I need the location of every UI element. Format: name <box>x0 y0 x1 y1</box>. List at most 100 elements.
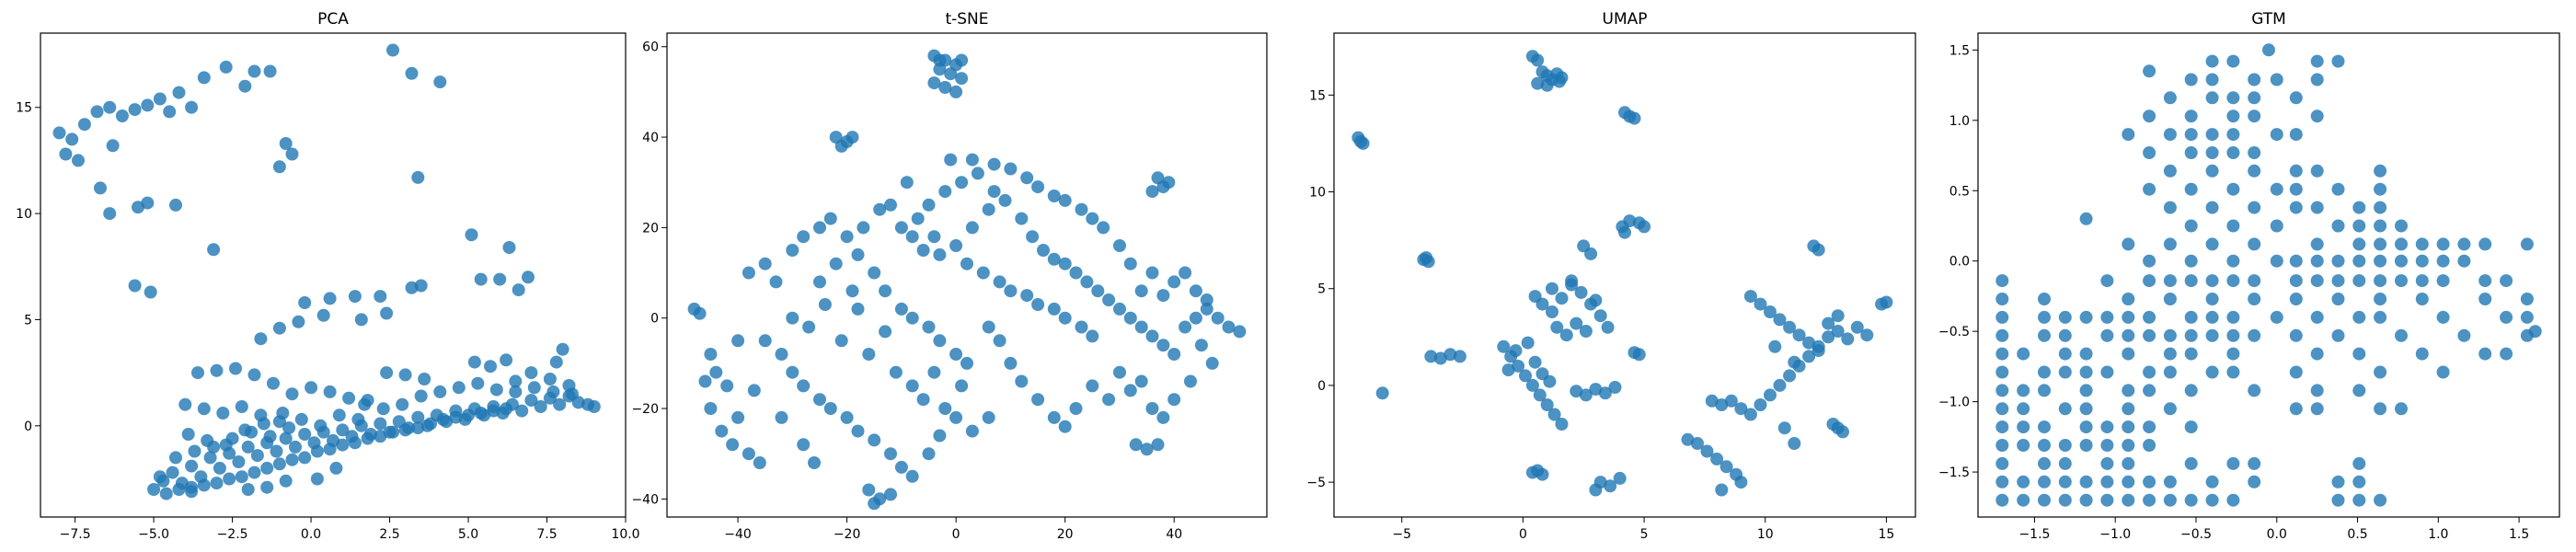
data-point <box>1535 467 1549 481</box>
data-point <box>2270 128 2283 142</box>
scatter-points <box>1351 50 1893 497</box>
data-point <box>2122 456 2135 470</box>
data-point <box>868 497 881 511</box>
data-point <box>2310 109 2324 123</box>
data-point <box>813 275 826 289</box>
data-point <box>949 348 963 361</box>
data-point <box>2436 254 2450 268</box>
data-point <box>452 381 466 395</box>
data-point <box>1047 302 1061 316</box>
data-point <box>2058 347 2072 361</box>
data-point <box>873 202 887 216</box>
data-point <box>147 483 161 496</box>
data-point <box>884 198 897 212</box>
data-point <box>272 160 286 174</box>
data-point <box>2163 328 2177 342</box>
data-point <box>2352 456 2366 470</box>
data-point <box>862 348 876 361</box>
data-point <box>185 485 199 499</box>
data-point <box>1102 393 1116 407</box>
data-point <box>1632 348 1646 362</box>
data-point <box>2374 493 2387 507</box>
y-tick-label: 10 <box>1309 186 1326 201</box>
data-point <box>2205 328 2219 342</box>
data-point <box>2374 402 2387 416</box>
data-point <box>1715 398 1729 411</box>
data-point <box>2331 475 2345 489</box>
data-point <box>250 449 264 463</box>
data-point <box>188 444 201 458</box>
data-point <box>955 379 969 393</box>
data-point <box>1754 398 1767 411</box>
data-point <box>1623 214 1637 228</box>
data-point <box>758 257 772 270</box>
data-point <box>2017 475 2030 489</box>
data-point <box>1145 329 1159 343</box>
data-point <box>742 447 755 461</box>
subplot-1: t-SNE −40 −20 0 20 40 −40 −20 0 20 40 60 <box>631 10 1268 542</box>
data-point <box>922 320 936 334</box>
data-point <box>2520 237 2534 251</box>
data-point <box>2289 293 2303 305</box>
data-point <box>2100 475 2114 489</box>
data-point <box>285 387 299 401</box>
data-point <box>543 373 557 385</box>
data-point <box>2017 493 2030 507</box>
data-point <box>1734 476 1748 489</box>
data-point <box>210 363 224 377</box>
data-point <box>348 290 362 304</box>
data-point <box>1788 437 1801 450</box>
data-point <box>2310 347 2324 361</box>
data-point <box>1433 351 1447 365</box>
data-point <box>2310 73 2324 86</box>
data-point <box>868 433 881 447</box>
data-point <box>2163 493 2177 507</box>
data-point <box>2436 310 2450 324</box>
data-point <box>955 53 969 67</box>
data-point <box>2038 328 2051 342</box>
data-point <box>336 423 350 437</box>
data-point <box>2163 347 2177 361</box>
data-point <box>153 470 167 484</box>
data-point <box>169 451 182 465</box>
data-point <box>2415 347 2429 361</box>
data-point <box>2079 402 2093 416</box>
data-point <box>254 332 268 346</box>
data-point <box>2310 254 2324 268</box>
y-tick-label: −5 <box>1306 476 1326 490</box>
data-point <box>2226 109 2240 123</box>
data-point <box>1995 293 2009 305</box>
data-point <box>1579 325 1593 338</box>
data-point <box>2017 347 2030 361</box>
data-point <box>103 100 117 114</box>
data-point <box>845 284 859 298</box>
data-point <box>263 430 277 443</box>
data-point <box>172 86 186 99</box>
data-point <box>1356 136 1370 150</box>
data-point <box>704 402 718 415</box>
data-point <box>484 360 497 374</box>
x-tick-label: 10 <box>1757 527 1774 542</box>
data-point <box>2395 402 2408 416</box>
data-point <box>965 424 979 438</box>
data-point <box>2143 475 2156 489</box>
data-point <box>361 431 374 445</box>
x-tick-label: 5 <box>1640 527 1649 542</box>
data-point <box>1167 393 1181 407</box>
data-point <box>786 244 799 257</box>
data-point <box>500 353 513 367</box>
data-point <box>342 391 356 405</box>
data-point <box>2395 254 2408 268</box>
data-point <box>225 431 239 445</box>
data-point <box>808 456 821 469</box>
data-point <box>1134 284 1148 298</box>
y-tick-label: −1.0 <box>1938 396 1970 410</box>
data-point <box>354 313 368 327</box>
data-point <box>2310 201 2324 214</box>
data-point <box>1540 78 1554 92</box>
data-point <box>851 424 865 438</box>
data-point <box>1453 350 1466 363</box>
data-point <box>1528 355 1542 369</box>
data-point <box>332 408 346 422</box>
data-point <box>2184 420 2198 434</box>
